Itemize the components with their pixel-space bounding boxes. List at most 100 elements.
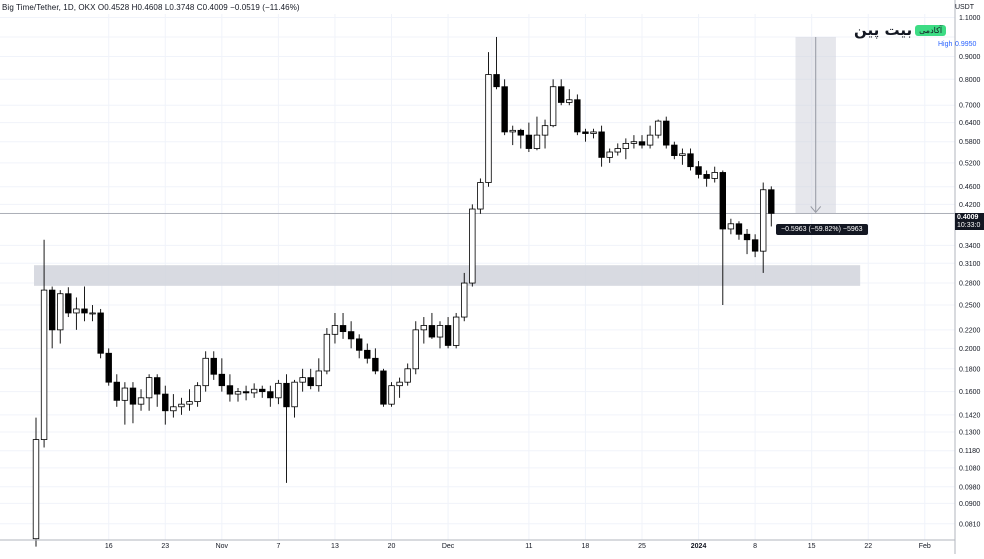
price-tick-label: 0.5200 [959,160,981,167]
price-tick-label: 0.1080 [959,465,981,472]
candle-up [630,141,638,144]
time-tick-label: 15 [808,543,816,550]
candle-down [768,189,775,214]
time-tick-label: 8 [753,543,757,550]
candle-down [444,325,452,346]
price-tick-label: 0.2000 [959,346,981,353]
logo-word: بیت پین [854,21,913,39]
candle-up [711,172,718,179]
candle-up [145,377,153,399]
candle-up [509,129,516,133]
candle-up [549,86,557,127]
candle-down [687,153,694,168]
candle-down [218,373,226,387]
candle-up [40,289,48,440]
candle-down [48,289,56,331]
candle-up [679,153,686,156]
candle-down [493,74,500,88]
price-tick-label: 1.1000 [959,15,981,22]
price-tick-label: 0.4600 [959,184,981,191]
candle-down [428,325,436,338]
candle-down [743,233,751,241]
candle-up [533,134,541,149]
candle-down [226,385,234,395]
candle-down [162,393,169,412]
candle-up [541,125,549,136]
price-tick-label: 0.1420 [959,412,981,419]
candle-down [695,166,702,175]
price-tick-label: 0.7000 [959,103,981,110]
time-tick-label: 16 [105,543,113,550]
time-tick-label: 2024 [691,543,707,550]
logo-pill: آکادمی [915,24,947,36]
candle-down [97,312,104,354]
candle-up [331,325,339,335]
candle-down [129,387,137,405]
time-tick-label: 23 [161,543,169,550]
candle-up [121,387,129,401]
candle-down [517,129,524,136]
candle-down [751,239,759,252]
candle-down [719,172,726,230]
time-tick-label: Nov [216,543,229,550]
time-tick-label: 7 [276,543,280,550]
price-tick-label: 0.4200 [959,202,981,209]
candle-down [153,377,161,395]
price-tick-label: 0.2800 [959,281,981,288]
candle-down [283,382,290,408]
candle-up [57,293,64,331]
candle-up [477,182,484,210]
high-value: 0.9950 [955,41,977,48]
time-tick-label: 11 [525,543,532,550]
time-tick-label: 13 [331,543,339,550]
candle-up [73,308,80,314]
high-label: High [936,41,955,48]
candle-up [654,120,662,136]
candle-up [646,134,654,146]
time-tick-label: Feb [919,543,931,550]
candle-up [137,397,145,405]
candle-up [194,385,201,403]
candle-up [404,368,411,383]
price-tick-label: 0.2500 [959,303,981,310]
candle-up [727,223,735,230]
symbol-legend: Big Time/Tether, 1D, OKX O0.4528 H0.4608… [2,3,300,12]
candle-up [485,74,492,183]
bar-countdown: 10:33:0 [957,222,981,229]
candle-up [186,401,193,405]
axis-unit[interactable]: USDT [954,4,974,11]
candle-up [202,357,209,387]
candle-down [598,131,605,158]
candle-up [452,316,460,346]
candle-up [606,151,613,158]
candle-up [436,325,444,338]
candle-up [566,99,573,103]
time-tick-label: 22 [864,543,872,550]
candle-up [89,312,96,315]
candle-down [380,370,387,405]
candle-up [234,391,242,395]
candle-down [364,349,371,359]
candle-down [307,377,314,387]
candle-down [558,86,565,103]
price-tick-label: 0.2200 [959,327,981,334]
candle-down [582,131,589,134]
time-tick-label: 20 [388,543,396,550]
candle-up [469,208,476,284]
candle-down [574,99,581,133]
price-tick-label: 0.3400 [959,243,981,250]
candle-down [259,388,266,393]
price-tick-label: 0.6400 [959,120,981,127]
price-tick-label: 0.0900 [959,501,981,508]
candle-down [372,357,379,372]
candle-down [501,86,508,133]
measure-label: −0.5963 (−59.82%) −5963 [776,224,868,235]
candle-up [178,403,185,408]
candle-down [663,120,670,146]
candle-up [315,370,322,387]
candle-down [638,141,646,146]
candle-up [275,382,282,399]
price-tick-label: 0.1300 [959,429,981,436]
